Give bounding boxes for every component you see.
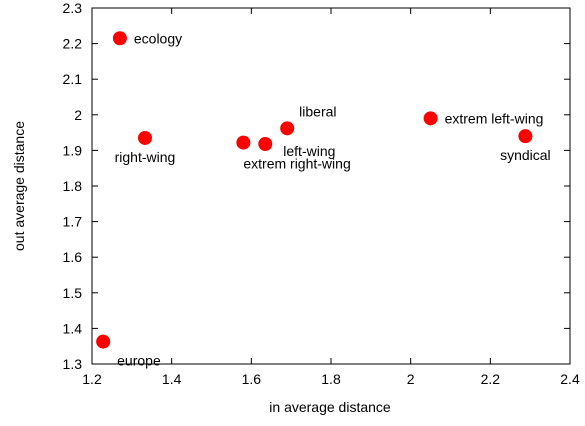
y-tick-label: 1.3: [63, 356, 83, 372]
x-tick-label: 1.6: [242, 371, 262, 387]
x-tick-label: 2.4: [560, 371, 580, 387]
y-tick-label: 1.8: [63, 178, 83, 194]
point-label-right-wing: right-wing: [115, 149, 176, 165]
y-tick-label: 1.6: [63, 249, 83, 265]
y-tick-label: 2.3: [63, 0, 83, 16]
y-tick-label: 1.9: [63, 142, 83, 158]
y-tick-label: 1.4: [63, 320, 83, 336]
x-tick-label: 1.2: [82, 371, 102, 387]
x-tick-label: 1.8: [321, 371, 341, 387]
data-point-europe: [96, 334, 111, 349]
data-point-extrem-right-wing: [236, 135, 251, 150]
axes: 1.2 1.4 1.6 1.8 2 2.2 2.4 1.3 1.4 1.5 1.6 1.7 1.8 1.9…: [63, 0, 580, 387]
x-tick-label: 2: [407, 371, 415, 387]
point-label-ecology: ecology: [134, 30, 182, 46]
data-points: [96, 31, 533, 349]
data-point-right-wing: [137, 130, 152, 145]
point-label-extrem-right-wing: extrem right-wing: [243, 156, 350, 172]
data-point-ecology: [112, 31, 127, 46]
point-label-syndical: syndical: [500, 147, 551, 163]
y-tick-label: 2: [74, 107, 82, 123]
data-point-liberal: [280, 121, 295, 136]
point-label-liberal: liberal: [299, 103, 336, 119]
point-label-extrem-left-wing: extrem left-wing: [445, 110, 544, 126]
y-tick-label: 2.1: [63, 71, 83, 87]
data-point-left-wing: [258, 136, 273, 151]
point-label-left-wing: left-wing: [283, 143, 335, 159]
x-axis-label: in average distance: [269, 399, 391, 415]
point-labels: ecology right-wing extrem right-wingleft-w…: [115, 30, 551, 368]
y-tick-label: 2.2: [63, 36, 83, 52]
y-axis-label: out average distance: [11, 121, 27, 251]
data-point-syndical: [518, 129, 533, 144]
y-tick-label: 1.7: [63, 214, 83, 230]
plot-frame: [91, 7, 571, 365]
point-label-europe: europe: [117, 353, 161, 369]
data-point-extrem-left-wing: [423, 111, 438, 126]
x-tick-label: 2.2: [481, 371, 501, 387]
y-tick-label: 1.5: [63, 285, 83, 301]
x-tick-label: 1.4: [162, 371, 182, 387]
